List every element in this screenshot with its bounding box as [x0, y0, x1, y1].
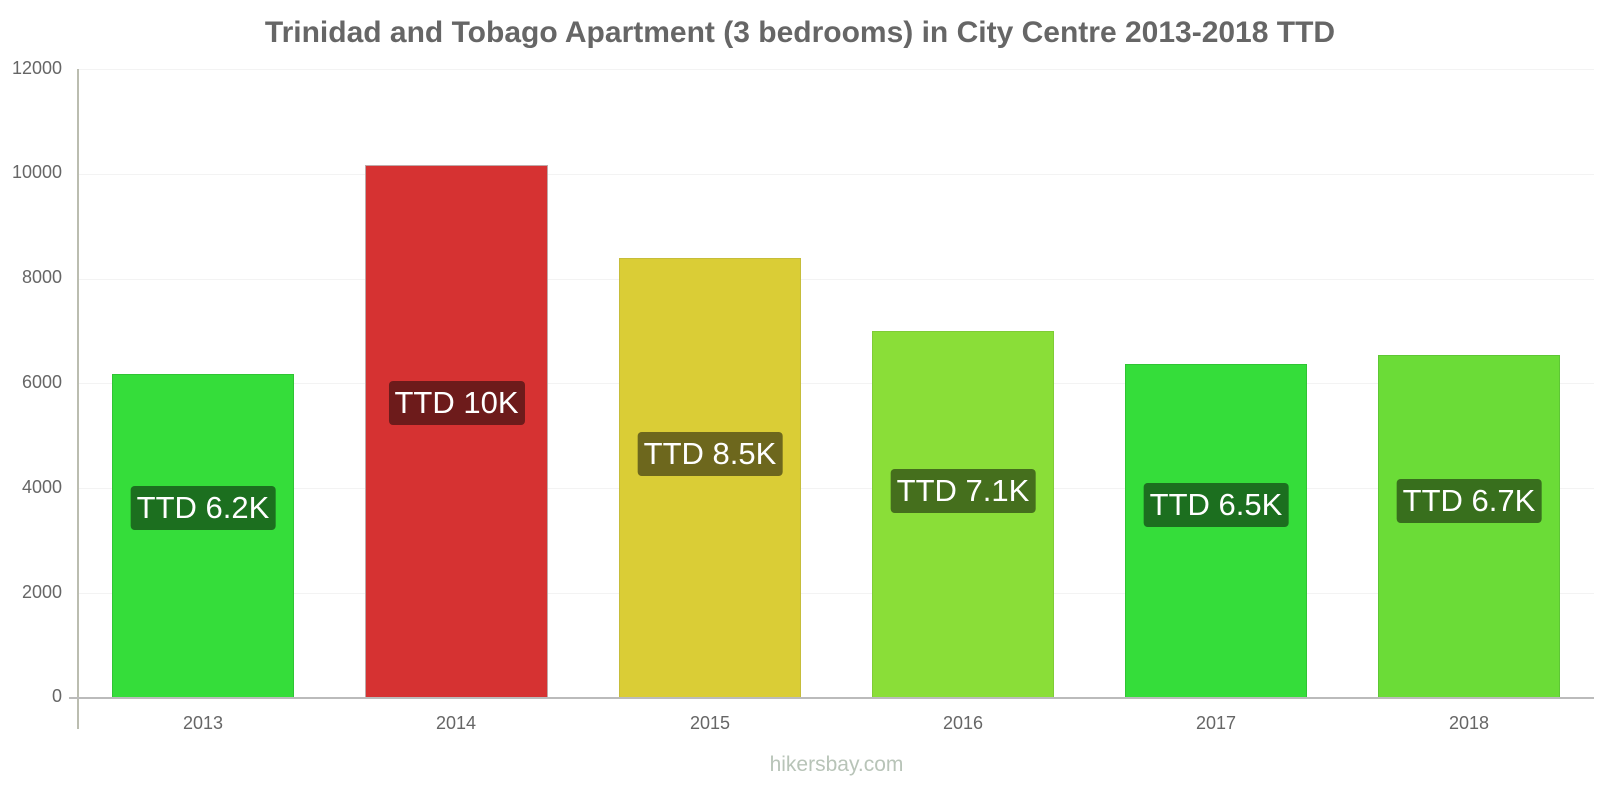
y-tick-label: 10000 — [11, 162, 62, 182]
bar-value-label: TTD 7.1K — [890, 469, 1036, 513]
bar-2014[interactable]: TTD 10K — [365, 165, 548, 698]
y-axis — [77, 69, 79, 729]
bar-value-label: TTD 6.7K — [1396, 479, 1542, 523]
y-tick-label: 0 — [51, 686, 62, 706]
x-tick-label: 2015 — [689, 713, 731, 733]
gridline-6000 — [78, 383, 1594, 384]
y-tick-label: 4000 — [21, 477, 62, 497]
chart-title: Trinidad and Tobago Apartment (3 bedroom… — [264, 16, 1336, 49]
bar-value-label: TTD 10K — [388, 381, 525, 425]
bar-value-label: TTD 6.5K — [1143, 483, 1289, 527]
x-tick-label: 2016 — [942, 713, 984, 733]
gridline-12000 — [78, 69, 1594, 70]
y-tick-label: 6000 — [21, 372, 62, 392]
bar-2013[interactable]: TTD 6.2K — [112, 374, 294, 698]
gridline-2000 — [78, 593, 1594, 594]
x-tick-label: 2017 — [1195, 713, 1237, 733]
bar-value-label: TTD 6.2K — [130, 486, 276, 530]
bar-2018[interactable]: TTD 6.7K — [1378, 355, 1560, 698]
x-tick-label: 2018 — [1448, 713, 1490, 733]
bar-2017[interactable]: TTD 6.5K — [1125, 364, 1307, 698]
bar-2015[interactable]: TTD 8.5K — [619, 258, 801, 698]
bar-value-label: TTD 8.5K — [637, 432, 783, 476]
gridline-8000 — [78, 279, 1594, 280]
y-tick-label: 12000 — [11, 58, 62, 78]
gridline-10000 — [78, 174, 1594, 175]
x-axis — [69, 697, 1594, 699]
bar-2016[interactable]: TTD 7.1K — [872, 331, 1054, 698]
x-tick-label: 2013 — [182, 713, 224, 733]
gridline-4000 — [78, 488, 1594, 489]
watermark: hikersbay.com — [769, 753, 904, 776]
y-tick-label: 2000 — [21, 582, 62, 602]
y-tick-label: 8000 — [21, 267, 62, 287]
x-tick-label: 2014 — [435, 713, 477, 733]
